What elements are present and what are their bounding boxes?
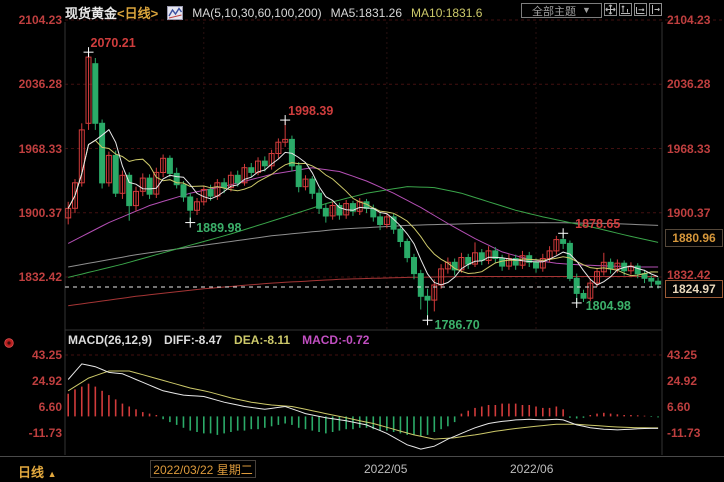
shift-right-button[interactable] bbox=[649, 3, 662, 16]
period-selector[interactable]: 日线 ▲ bbox=[18, 462, 57, 481]
macd-header: MACD(26,12,9) DIFF:-8.47 DEA:-8.11 MACD:… bbox=[68, 333, 369, 347]
price-axis-label-left: 1900.37 bbox=[18, 206, 62, 220]
axis-up-arrow-icon bbox=[621, 5, 630, 14]
macd-axis-label-left: 24.92 bbox=[31, 374, 62, 388]
ma10-value: MA10:1831.6 bbox=[411, 5, 483, 20]
macd-title: MACD(26,12,9) bbox=[68, 333, 153, 347]
chevron-down-icon: ▼ bbox=[582, 5, 591, 15]
last-price-box: 1824.97 bbox=[665, 280, 723, 298]
ma5-value: MA5:1831.26 bbox=[330, 5, 403, 20]
macd-value: MACD:-0.72 bbox=[302, 333, 370, 347]
zoom-horizontal-button[interactable] bbox=[634, 3, 647, 16]
zoom-vertical-button[interactable] bbox=[619, 3, 632, 16]
period-label: 日线 bbox=[18, 465, 45, 480]
macd-axis-label-right: 24.92 bbox=[667, 374, 698, 388]
price-axis-label-right: 1832.42 bbox=[667, 268, 711, 282]
pan-cross-icon bbox=[605, 4, 616, 15]
price-axis-label-right: 1968.33 bbox=[667, 142, 711, 156]
price-axis-label-left: 1832.42 bbox=[18, 270, 62, 284]
macd-axis-label-right: 6.60 bbox=[667, 400, 691, 414]
macd-axis-label-left: 43.25 bbox=[31, 348, 62, 362]
macd-axis-label-left: 6.60 bbox=[38, 400, 62, 414]
symbol-and-period: 现货黄金<日线> bbox=[65, 3, 158, 22]
dea-value: DEA:-8.11 bbox=[234, 333, 291, 347]
crosshair-price-box: 1880.96 bbox=[665, 229, 723, 247]
bar-right-arrow-icon bbox=[652, 5, 660, 14]
diff-value: DIFF:-8.47 bbox=[164, 333, 223, 347]
date-tick: 2022/05 bbox=[364, 462, 408, 476]
macd-axis-label-right: -11.73 bbox=[667, 426, 701, 440]
price-axis-label-right: 2104.23 bbox=[667, 13, 711, 27]
pan-button[interactable] bbox=[604, 3, 617, 16]
date-tick: 2022/06 bbox=[510, 462, 554, 476]
price-axis-label-left: 2036.28 bbox=[18, 77, 62, 91]
symbol-name: 现货黄金 bbox=[65, 6, 118, 21]
ma-settings-label: MA(5,10,30,60,100,200) bbox=[192, 5, 322, 20]
axis-right-arrow-icon bbox=[636, 7, 645, 14]
theme-dropdown[interactable]: 全部主题 ▼ bbox=[521, 3, 602, 18]
price-axis-label-left: 2104.23 bbox=[18, 13, 62, 27]
live-dot-icon[interactable] bbox=[3, 336, 15, 354]
price-axis-label-right: 1900.37 bbox=[667, 206, 711, 220]
price-axis-label-left: 1968.33 bbox=[18, 142, 62, 156]
indicator-chart-icon[interactable] bbox=[167, 5, 184, 20]
period-tag: <日线> bbox=[117, 6, 159, 21]
theme-dropdown-label: 全部主题 bbox=[532, 5, 577, 18]
macd-axis-label-left: -11.73 bbox=[28, 426, 62, 440]
chart-header: 现货黄金<日线> MA(5,10,30,60,100,200) MA5:1831… bbox=[65, 3, 482, 22]
price-axis-label-right: 2036.28 bbox=[667, 77, 711, 91]
triangle-up-icon: ▲ bbox=[47, 469, 57, 479]
status-bar: 日线 ▲ 2022/03/22 星期二 2022/05 2022/06 bbox=[0, 456, 724, 482]
selected-date-box: 2022/03/22 星期二 bbox=[150, 460, 256, 478]
macd-axis-label-right: 43.25 bbox=[667, 348, 698, 362]
